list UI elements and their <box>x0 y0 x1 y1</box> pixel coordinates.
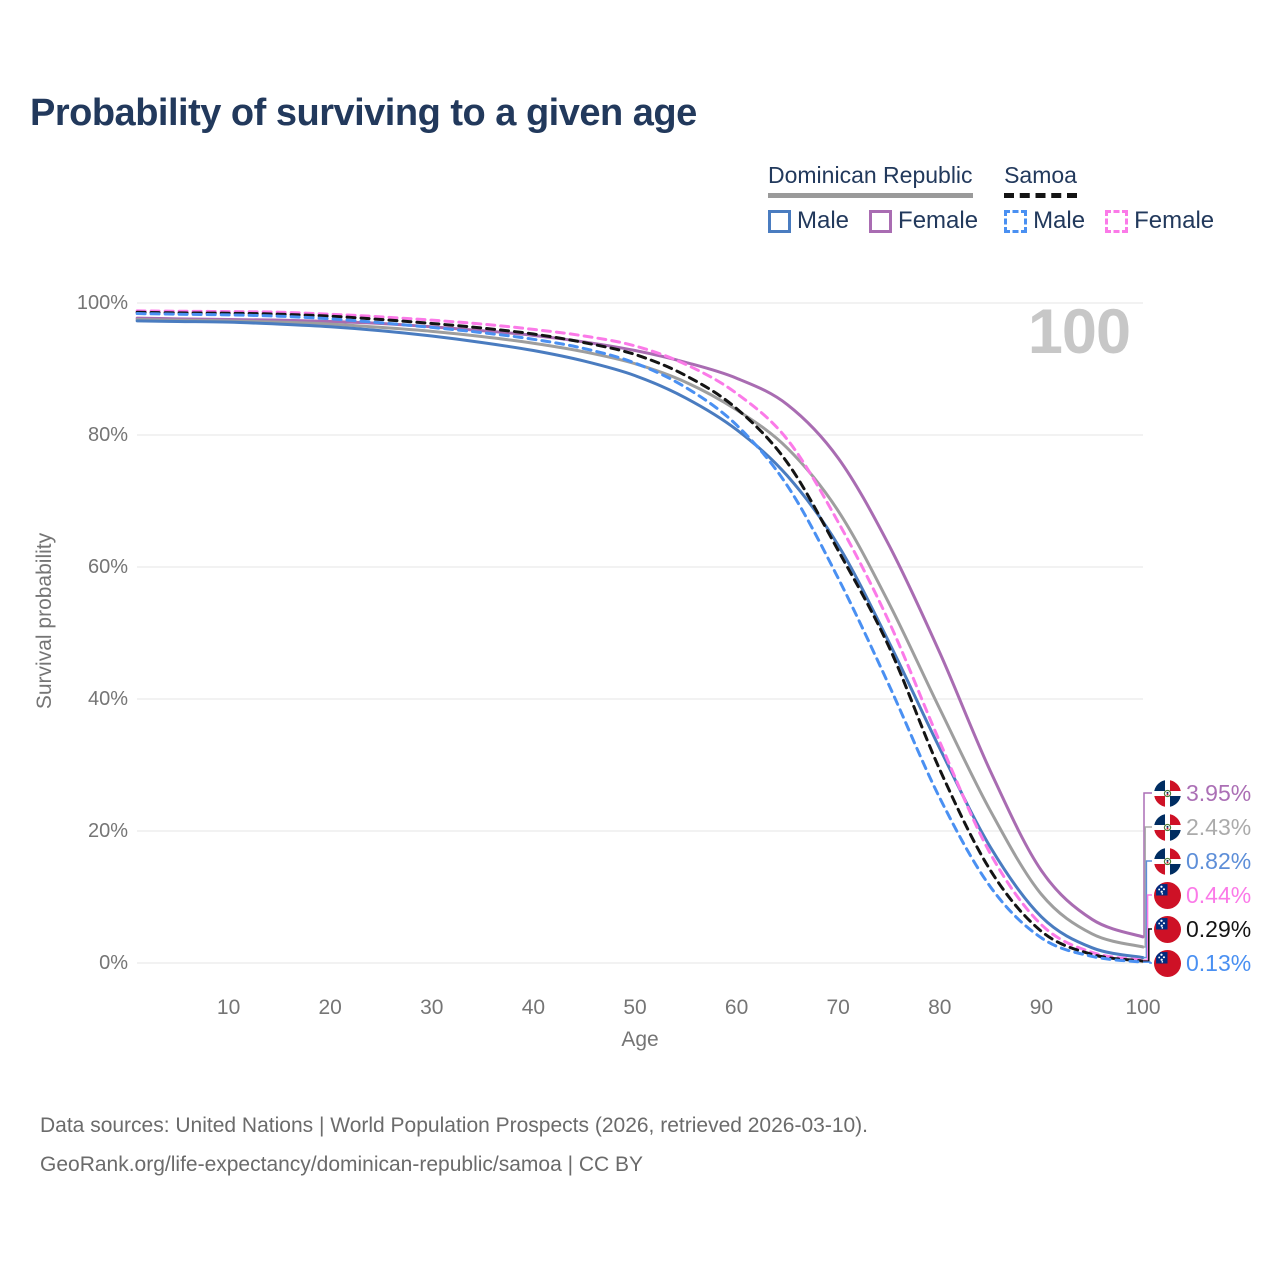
end-label-value: 0.82% <box>1186 847 1252 874</box>
label-connector <box>1143 894 1152 961</box>
samoa-flag-icon <box>1154 949 1181 977</box>
legend-item-samoa-female[interactable]: Female <box>1105 207 1214 235</box>
legend-item-dr-male[interactable]: Male <box>768 207 849 235</box>
end-label-value: 0.29% <box>1186 915 1252 942</box>
curve-samoa-male[interactable] <box>135 312 1145 964</box>
y-tick-label: 60% <box>87 556 128 578</box>
legend-header-samoa[interactable]: Samoa <box>1004 162 1077 198</box>
end-label-value: 0.13% <box>1186 949 1252 976</box>
dr-male-swatch-icon <box>768 209 791 233</box>
curve-samoa-female[interactable] <box>135 309 1145 962</box>
footer-attribution-line: GeoRank.org/life-expectancy/dominican-re… <box>40 1153 644 1176</box>
dr-female-swatch-icon <box>869 209 893 233</box>
curve-dr-female[interactable] <box>135 316 1145 939</box>
legend-item-label: Female <box>898 207 979 234</box>
x-tick-label: 10 <box>216 996 241 1019</box>
x-tick-label: 30 <box>420 996 444 1019</box>
x-tick-label: 60 <box>724 996 749 1019</box>
samoa-flag-icon <box>1154 881 1181 909</box>
y-tick-label: 0% <box>99 952 128 974</box>
end-label-value: 2.43% <box>1186 813 1252 840</box>
label-connector <box>1143 826 1152 948</box>
footer: Data sources: United Nations | World Pop… <box>40 1106 868 1184</box>
dominican-republic-flag-icon <box>1154 779 1181 807</box>
dominican-republic-flag-icon <box>1154 847 1181 875</box>
x-tick-label: 40 <box>521 996 546 1019</box>
end-label-dr-female: 3.95% <box>1154 779 1251 807</box>
x-tick-label: 100 <box>1125 996 1161 1019</box>
end-label-samoa-male: 0.13% <box>1154 949 1251 977</box>
legend-item-dr-female[interactable]: Female <box>869 207 978 235</box>
watermark-age-100: 100 <box>1027 297 1131 367</box>
samoa-male-swatch-icon <box>1004 209 1028 233</box>
end-label-samoa-both: 0.29% <box>1154 915 1251 943</box>
x-tick-label: 70 <box>826 996 850 1019</box>
legend: Dominican Republic Male Female Samoa Mal… <box>768 162 1214 235</box>
x-tick-label: 90 <box>1029 996 1054 1019</box>
legend-group-samoa: Samoa Male Female <box>1004 162 1214 235</box>
y-axis-title: Survival probability <box>33 532 56 710</box>
dominican-republic-flag-icon <box>1154 813 1181 841</box>
legend-items-dominican-republic: Male Female <box>768 207 978 235</box>
x-axis-title: Age <box>621 1028 659 1051</box>
footer-source-line: Data sources: United Nations | World Pop… <box>40 1114 869 1137</box>
legend-item-label: Male <box>797 207 850 234</box>
end-label-dr-both: 2.43% <box>1154 813 1251 841</box>
legend-header-dominican-republic[interactable]: Dominican Republic <box>768 162 973 198</box>
x-tick-label: 80 <box>928 996 952 1019</box>
samoa-flag-icon <box>1154 915 1181 943</box>
label-connector <box>1143 928 1152 962</box>
x-tick-label: 20 <box>318 996 342 1019</box>
end-label-value: 3.95% <box>1186 779 1252 806</box>
y-tick-label: 40% <box>87 688 128 710</box>
x-tick-label: 50 <box>623 996 647 1019</box>
y-tick-label: 20% <box>87 820 128 842</box>
curve-samoa-both[interactable] <box>135 310 1145 963</box>
end-label-dr-male: 0.82% <box>1154 847 1251 875</box>
legend-items-samoa: Male Female <box>1004 207 1214 235</box>
end-label-samoa-female: 0.44% <box>1154 881 1251 909</box>
label-connector <box>1143 792 1152 938</box>
end-label-value: 0.44% <box>1186 881 1252 908</box>
label-connector <box>1143 860 1152 959</box>
samoa-female-swatch-icon <box>1105 209 1129 233</box>
legend-item-label: Female <box>1134 207 1215 234</box>
y-tick-label: 80% <box>87 424 128 446</box>
legend-group-dominican-republic: Dominican Republic Male Female <box>768 162 978 235</box>
curve-dr-male[interactable] <box>135 319 1145 960</box>
y-tick-label: 100% <box>76 292 128 314</box>
legend-item-label: Male <box>1033 207 1086 234</box>
legend-item-samoa-male[interactable]: Male <box>1004 207 1085 235</box>
curve-dr-both[interactable] <box>135 318 1145 949</box>
label-connector <box>1143 961 1152 964</box>
page-title: Probability of surviving to a given age <box>30 92 697 134</box>
